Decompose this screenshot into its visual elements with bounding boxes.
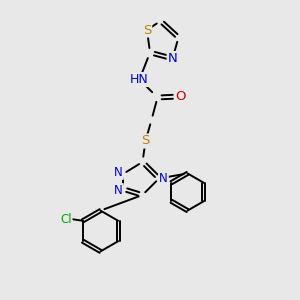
Text: N: N (168, 52, 177, 65)
Text: S: S (143, 23, 151, 37)
Text: HN: HN (130, 73, 149, 86)
Text: N: N (114, 184, 123, 197)
Text: O: O (176, 90, 186, 103)
Text: N: N (159, 172, 168, 185)
Text: S: S (141, 134, 150, 148)
Text: Cl: Cl (60, 213, 71, 226)
Text: N: N (114, 166, 123, 179)
